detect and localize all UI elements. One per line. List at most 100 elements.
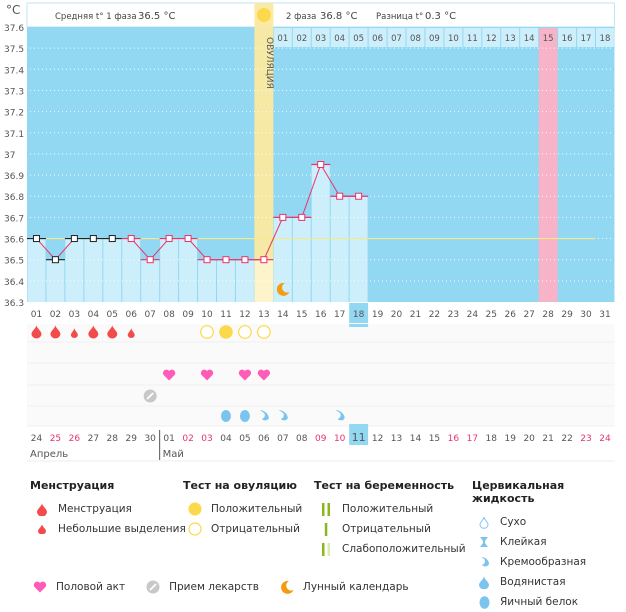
legend-title: Тест на беременность	[314, 479, 455, 492]
temp-point	[32, 235, 40, 243]
x-day-label: 16	[315, 310, 327, 320]
sticky-icon	[472, 536, 496, 548]
x-day-label: 01	[31, 310, 42, 320]
temp-point	[222, 256, 230, 264]
temp-bar	[330, 196, 349, 302]
pregnancy-positive-icon	[314, 502, 338, 516]
ovulation-negative-icon	[238, 325, 252, 339]
x-day-label: 09	[182, 310, 194, 320]
x-day-label: 29	[561, 310, 573, 320]
small-drop-icon	[30, 524, 54, 534]
calendar-date-label: 29	[125, 434, 137, 444]
legend-label: Небольшие выделения	[58, 523, 186, 535]
y-tick-label: 36.8	[4, 193, 24, 203]
y-tick-label: 37.1	[4, 130, 24, 140]
calendar-date-label: 22	[561, 434, 572, 444]
legend-cervical-fluid: Цервикальная жидкость Сухо Клейкая Кремо…	[472, 479, 626, 612]
x-day-label: 05	[107, 310, 118, 320]
calendar-date-label: 21	[542, 434, 553, 444]
phase2-day-cell	[349, 28, 368, 47]
phase2-day-cell	[444, 28, 463, 47]
x-day-label: 24	[467, 310, 479, 320]
legend-label: Сухо	[500, 516, 527, 528]
y-tick-label: 37.2	[4, 109, 24, 119]
ovulation-negative-icon	[256, 325, 271, 339]
y-tick-label: 36.6	[4, 236, 24, 246]
temp-bar	[292, 217, 311, 302]
calendar-date-label: 20	[523, 434, 535, 444]
temp-bar	[349, 196, 368, 302]
phase2-day-cell	[406, 28, 425, 47]
y-tick-label: 36.4	[4, 278, 24, 288]
temp-bar	[122, 238, 141, 302]
today-date-marker	[349, 427, 369, 445]
calendar-date-label: 12	[372, 434, 383, 444]
legend-label: Менструация	[58, 503, 132, 515]
creamy-icon	[335, 410, 345, 421]
phase2-day-label: 10	[448, 34, 459, 44]
temp-bar	[65, 238, 84, 302]
calendar-date-label: 24	[599, 434, 611, 444]
x-day-label: 06	[125, 310, 137, 320]
calendar-date-label: 26	[69, 434, 81, 444]
phase2-day-label: 06	[372, 34, 383, 44]
watery-icon	[472, 575, 496, 589]
calendar-date-label: 03	[201, 434, 212, 444]
temp-bar	[84, 238, 103, 302]
temp-bar	[27, 238, 46, 302]
header-box	[26, 2, 615, 28]
calendar-date-label: 30	[144, 434, 156, 444]
x-day-label: 10	[201, 310, 213, 320]
phase2-day-label: 08	[410, 34, 421, 44]
phase1-value: 36.5 °C	[138, 11, 175, 22]
calendar-date-label: 06	[258, 434, 270, 444]
phase2-day-cell	[482, 28, 501, 47]
today-marker-bottom	[349, 424, 369, 427]
bbt-chart: °C Средняя t° 1 фаза 36.5 °C 2 фаза 36.8 °C Р…	[4, 2, 615, 462]
phase2-day-cell	[558, 28, 577, 47]
legend-label: Положительный	[211, 503, 303, 515]
phase2-day-cell	[387, 28, 406, 47]
temp-point	[184, 235, 192, 243]
x-day-label: 28	[542, 310, 554, 320]
today-marker	[349, 303, 369, 323]
temp-bar	[198, 259, 216, 302]
y-tick-label: 37.5	[4, 45, 24, 55]
temp-point	[355, 192, 363, 200]
legend-title: Цервикальная жидкость	[472, 479, 565, 505]
legend-label: Кремообразная	[500, 556, 587, 568]
egg-white-icon	[472, 595, 496, 609]
legend-label: Половой акт	[56, 581, 126, 593]
phase2-day-cell	[292, 28, 311, 47]
x-day-label: 14	[277, 310, 289, 320]
pregnancy-negative-icon	[314, 522, 338, 536]
x-day-label: 27	[523, 310, 534, 320]
calendar-date-label: 27	[88, 434, 99, 444]
calendar-date-label: 15	[429, 434, 440, 444]
calendar-date-label: 14	[410, 434, 422, 444]
phase2-day-cell	[501, 28, 520, 47]
temp-point	[89, 235, 97, 243]
creamy-icon	[259, 410, 269, 421]
temp-bar	[46, 259, 65, 302]
creamy-icon	[472, 556, 496, 568]
calendar-date-label: 10	[334, 434, 346, 444]
legend-title: Тест на овуляцию	[183, 479, 297, 492]
x-day-label: 19	[372, 310, 384, 320]
temp-bar	[311, 164, 330, 302]
calendar-date-label: 11	[352, 431, 366, 444]
heart-icon	[238, 369, 252, 381]
phase2-day-label: 09	[429, 34, 440, 44]
pregnancy-weak-icon	[314, 542, 338, 556]
legend-pregnancy-test: Тест на беременность Положительный Отриц…	[314, 479, 466, 559]
calendar-date-label: 18	[486, 434, 498, 444]
heart-icon	[30, 581, 50, 593]
ovulation-band	[254, 3, 274, 302]
phase2-day-label: 13	[505, 34, 516, 44]
small-drop-icon	[127, 328, 135, 338]
calendar-date-label: 04	[220, 434, 232, 444]
blood-drop-icon	[50, 325, 61, 339]
phase1-label: Средняя t° 1 фаза	[55, 12, 137, 22]
ovulation-positive-icon	[183, 502, 207, 516]
phase2-day-cell	[596, 28, 614, 47]
